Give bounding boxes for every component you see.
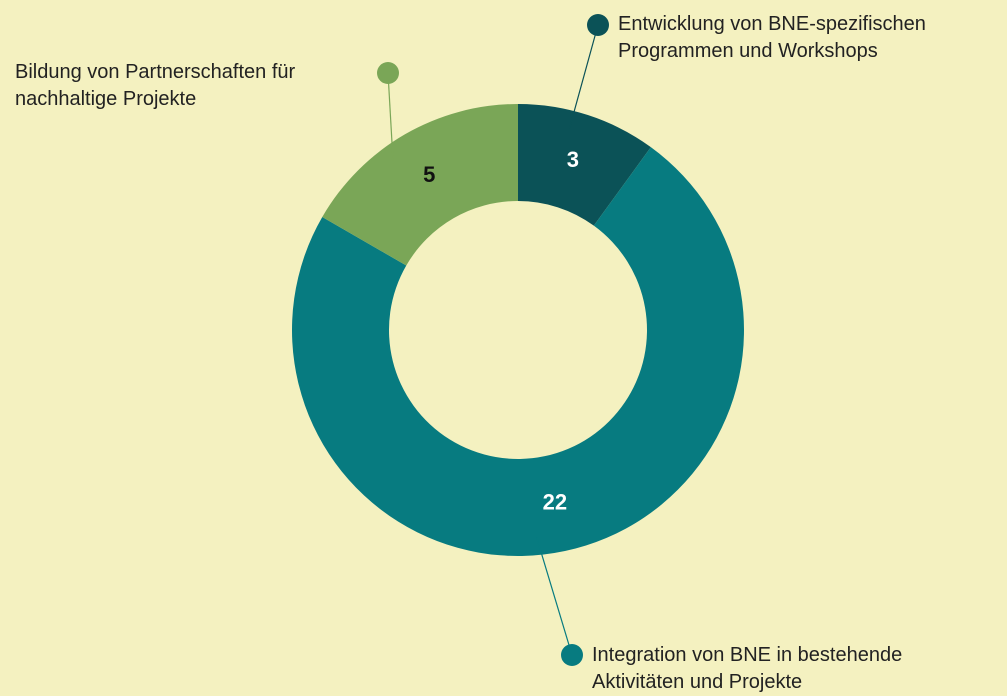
value-label: 3 (567, 147, 579, 172)
category-label: Bildung von Partnerschaften für nachhalt… (15, 61, 296, 110)
legend-dot (587, 14, 609, 36)
category-label: Entwicklung von BNE-spezifischen Program… (618, 13, 926, 62)
leader-line (387, 72, 394, 164)
donut-segment (322, 103, 518, 266)
leader-line (568, 24, 599, 129)
legend-dot (377, 62, 399, 84)
donut-segment (518, 104, 651, 226)
donut-segment (291, 147, 744, 556)
legend-dot (561, 644, 583, 666)
value-label: 22 (543, 489, 567, 514)
leader-line (536, 536, 573, 656)
value-label: 5 (423, 162, 435, 187)
category-label: Integration von BNE in bestehende Aktivi… (592, 644, 903, 693)
